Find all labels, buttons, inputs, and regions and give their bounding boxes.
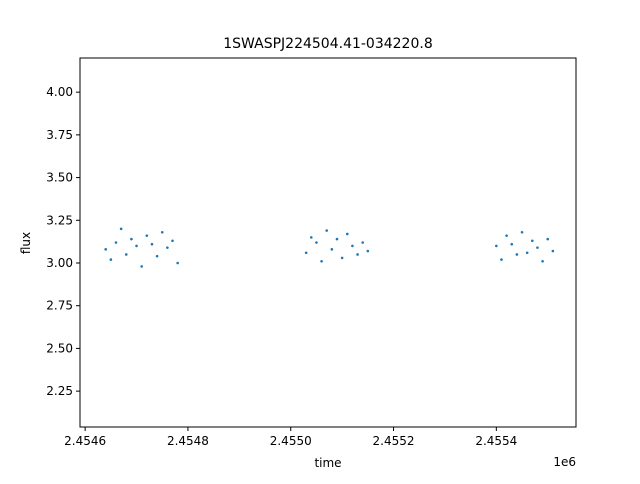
- data-point: [130, 237, 133, 241]
- x-tick-label: 2.4546: [64, 434, 106, 448]
- data-point: [536, 246, 539, 249]
- data-point: [531, 239, 534, 243]
- data-point: [541, 259, 544, 263]
- x-axis-label: time: [314, 456, 341, 470]
- data-point: [160, 230, 164, 234]
- chart-title: 1SWASPJ224504.41-034220.8: [223, 36, 432, 52]
- x-axis-ticks: 2.4546 2.4548 2.4550 2.4552 2.4554: [64, 427, 517, 448]
- data-point: [505, 234, 508, 237]
- y-axis-ticks: 2.25 2.50 2.75 3.00 3.25 3.50 3.75 4.00: [46, 85, 80, 398]
- data-point: [500, 258, 503, 261]
- data-point: [325, 229, 329, 232]
- data-point: [520, 230, 524, 234]
- data-point: [166, 246, 169, 249]
- data-point: [320, 259, 323, 263]
- data-point: [124, 253, 128, 256]
- data-point: [315, 241, 318, 244]
- x-tick-label: 2.4552: [373, 434, 415, 448]
- y-tick-label: 3.50: [46, 171, 73, 185]
- y-tick-label: 3.25: [46, 213, 73, 227]
- data-point: [361, 241, 364, 244]
- data-point: [119, 227, 123, 231]
- data-point: [546, 237, 550, 241]
- data-point: [309, 236, 313, 239]
- scatter-points: [104, 227, 555, 268]
- x-tick-label: 2.4550: [270, 434, 312, 448]
- data-point: [109, 258, 113, 261]
- data-point: [304, 251, 308, 255]
- y-tick-label: 2.75: [46, 299, 73, 313]
- data-point: [351, 244, 354, 248]
- data-point: [114, 241, 118, 244]
- data-point: [171, 239, 174, 243]
- y-tick-label: 2.25: [46, 384, 73, 398]
- data-point: [340, 256, 344, 260]
- data-point: [104, 248, 107, 251]
- data-point: [510, 242, 514, 246]
- plot-frame: [79, 57, 577, 428]
- data-point: [330, 248, 334, 251]
- y-tick-label: 3.00: [46, 256, 73, 270]
- data-point: [150, 242, 154, 246]
- data-point: [551, 249, 555, 253]
- data-point: [176, 261, 179, 265]
- data-point: [345, 232, 349, 236]
- y-tick-label: 3.75: [46, 128, 73, 142]
- data-point: [145, 234, 149, 237]
- x-tick-label: 2.4554: [475, 434, 517, 448]
- data-point: [356, 253, 359, 256]
- data-point: [495, 244, 498, 248]
- x-tick-label: 2.4548: [167, 434, 209, 448]
- data-point: [366, 249, 370, 253]
- y-tick-label: 2.50: [46, 341, 73, 355]
- data-point: [335, 237, 339, 241]
- data-point: [135, 244, 138, 248]
- data-point: [515, 253, 519, 256]
- y-tick-label: 4.00: [46, 85, 73, 99]
- data-point: [525, 251, 529, 255]
- y-axis-label: flux: [19, 232, 33, 254]
- x-axis-offset-label: 1e6: [553, 455, 576, 469]
- data-point: [155, 254, 159, 258]
- data-point: [140, 265, 143, 268]
